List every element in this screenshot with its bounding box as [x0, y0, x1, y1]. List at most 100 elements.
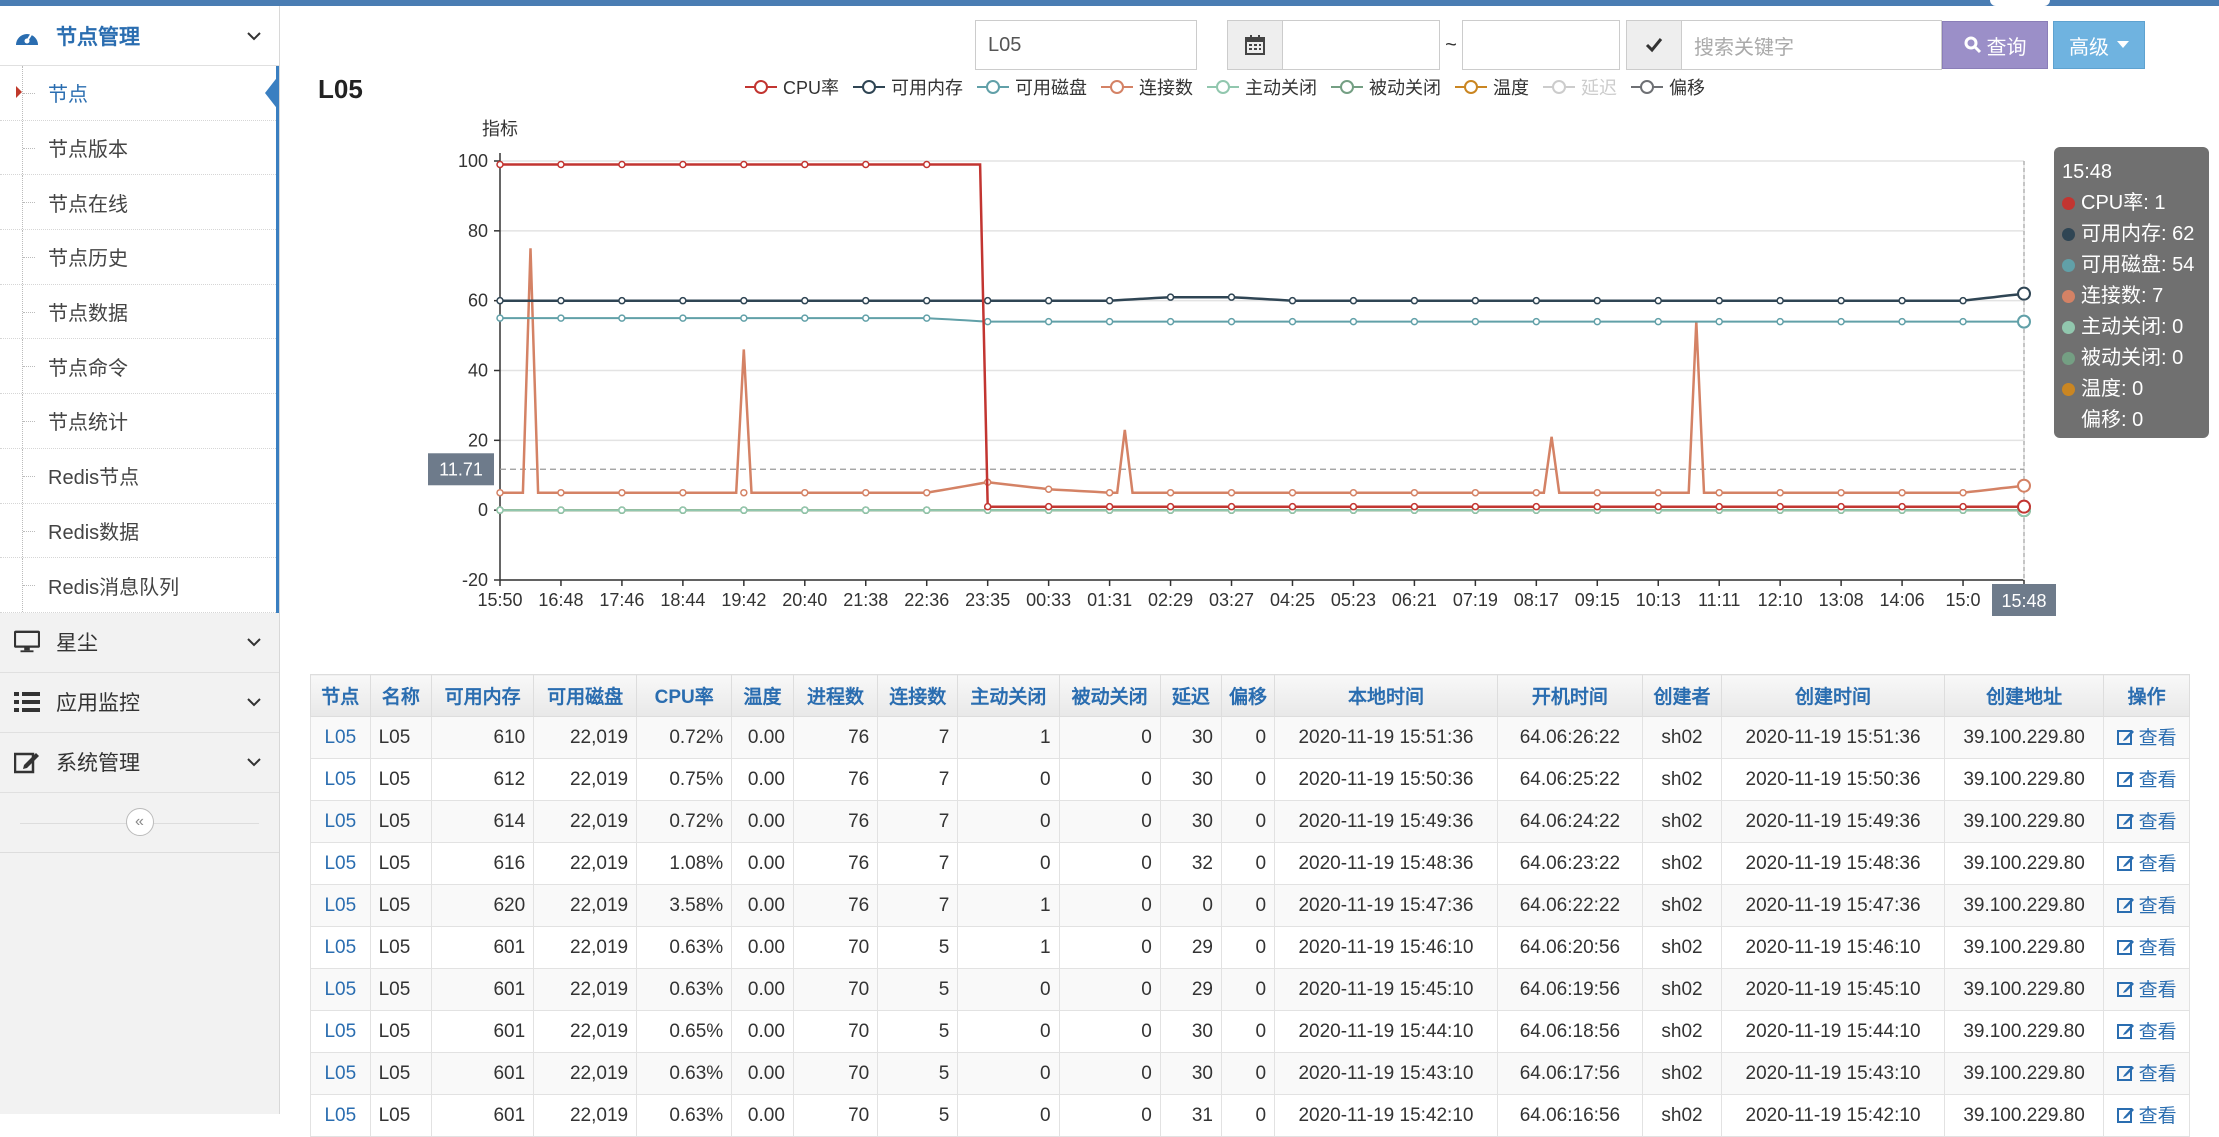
node-link[interactable]: L05	[310, 758, 371, 801]
column-header[interactable]: 操作	[2103, 674, 2190, 717]
node-link[interactable]: L05	[310, 800, 371, 843]
column-header[interactable]: 创建地址	[1943, 674, 2105, 717]
end-date-input[interactable]	[1462, 20, 1620, 70]
series-point-mem	[1288, 296, 1297, 305]
column-header[interactable]: 被动关闭	[1058, 674, 1161, 717]
query-button[interactable]: 查询	[1942, 21, 2048, 69]
column-header[interactable]: 创建者	[1641, 674, 1723, 717]
legend-item-offset[interactable]: 偏移	[1631, 74, 1705, 100]
sidebar-item-node-history[interactable]: 节点历史	[0, 230, 276, 285]
node-link[interactable]: L05	[310, 842, 371, 885]
column-header[interactable]: 创建时间	[1721, 674, 1945, 717]
sidebar-item-redis-node[interactable]: Redis节点	[0, 448, 276, 504]
table-cell: 39.100.229.80	[1943, 842, 2105, 885]
view-link[interactable]: 查看	[2116, 807, 2177, 834]
node-link[interactable]: L05	[310, 1010, 371, 1053]
column-header[interactable]: 延迟	[1159, 674, 1222, 717]
column-header[interactable]: 进程数	[792, 674, 879, 717]
calendar-icon[interactable]	[1227, 20, 1283, 70]
sidebar-item-node-stats[interactable]: 节点统计	[0, 394, 276, 449]
advanced-button[interactable]: 高级	[2053, 21, 2145, 69]
table-cell: 5	[877, 1094, 959, 1137]
series-point-conn	[1044, 485, 1053, 493]
series-point-conn	[1898, 488, 1906, 497]
sidebar-item-redis-queue[interactable]: Redis消息队列	[0, 558, 276, 613]
legend-item-delay[interactable]: 延迟	[1543, 74, 1617, 100]
tooltip-row: 温度: 0	[2062, 374, 2201, 405]
legend-item-mem[interactable]: 可用内存	[853, 74, 963, 100]
view-link[interactable]: 查看	[2116, 1101, 2177, 1128]
legend-item-active_close[interactable]: 主动关闭	[1207, 74, 1317, 100]
menu-group-app-monitor[interactable]: 应用监控	[0, 673, 279, 733]
table-cell: 620	[431, 884, 535, 927]
y-tick-label: 60	[468, 291, 488, 311]
column-header[interactable]: 开机时间	[1496, 674, 1643, 717]
view-link[interactable]: 查看	[2116, 723, 2177, 750]
sidebar-item-redis-data[interactable]: Redis数据	[0, 503, 276, 559]
sidebar-item-label: 节点在线	[48, 193, 128, 216]
column-header[interactable]: 可用内存	[431, 674, 535, 717]
table-cell: 29	[1159, 926, 1222, 969]
table-row: L05 L05 620 22,019 3.58% 0.00 76 7 1 0 0 0 2020-11-1…	[310, 884, 2190, 927]
series-point-mem	[1776, 296, 1784, 305]
sidebar-item-node[interactable]: 节点	[0, 66, 279, 121]
start-date-input[interactable]	[1283, 20, 1440, 70]
search-input[interactable]: 搜索关键字	[1682, 20, 1942, 70]
node-link[interactable]: L05	[310, 716, 371, 759]
y-tick-label: 80	[468, 221, 488, 241]
series-point-cpu	[557, 160, 565, 169]
series-point-cpu	[1898, 502, 1906, 511]
table-cell: sh02	[1641, 926, 1723, 969]
sidebar-item-node-data[interactable]: 节点数据	[0, 284, 276, 340]
legend-item-disk[interactable]: 可用磁盘	[977, 74, 1087, 100]
view-link[interactable]: 查看	[2116, 933, 2177, 960]
sidebar-item-node-command[interactable]: 节点命令	[0, 339, 276, 395]
series-point-disk	[1105, 317, 1114, 326]
edit-icon	[2116, 981, 2134, 997]
column-header[interactable]: 连接数	[877, 674, 959, 717]
table-cell: 22,019	[533, 842, 638, 885]
column-header[interactable]: 可用磁盘	[533, 674, 638, 717]
checkmark-icon[interactable]	[1626, 20, 1682, 70]
column-header[interactable]: 名称	[369, 674, 433, 717]
column-header[interactable]: 主动关闭	[957, 674, 1060, 717]
series-point-disk	[496, 314, 504, 322]
node-link[interactable]: L05	[310, 884, 371, 927]
menu-group-stardust[interactable]: 星尘	[0, 613, 279, 673]
sidebar: 节点管理 节点 节点版本 节点在线 节点历史 节点数据 节点命令 节点统计 Re…	[0, 6, 280, 1114]
menu-group-node-management[interactable]: 节点管理	[0, 6, 279, 66]
view-link[interactable]: 查看	[2116, 849, 2177, 876]
column-header[interactable]: CPU率	[636, 674, 733, 717]
node-link[interactable]: L05	[310, 1052, 371, 1095]
legend-item-passive_close[interactable]: 被动关闭	[1331, 74, 1441, 100]
column-header[interactable]: 本地时间	[1274, 674, 1498, 717]
table-cell: 0	[1058, 968, 1161, 1011]
table-cell: 3.58%	[636, 884, 733, 927]
legend-item-temp[interactable]: 温度	[1455, 74, 1529, 100]
view-link[interactable]: 查看	[2116, 1017, 2177, 1044]
table-cell: 0.00	[731, 884, 794, 927]
node-link[interactable]: L05	[310, 1094, 371, 1137]
view-link[interactable]: 查看	[2116, 1059, 2177, 1086]
column-header[interactable]: 偏移	[1220, 674, 1276, 717]
sidebar-item-node-version[interactable]: 节点版本	[0, 120, 276, 176]
collapse-sidebar-button[interactable]: «	[125, 808, 154, 837]
view-link[interactable]: 查看	[2116, 891, 2177, 918]
view-link[interactable]: 查看	[2116, 765, 2177, 792]
legend-item-conn[interactable]: 连接数	[1101, 74, 1193, 100]
sidebar-item-node-online[interactable]: 节点在线	[0, 175, 276, 231]
series-point-disk	[1471, 317, 1480, 326]
series-point-cpu	[1166, 502, 1175, 511]
node-link[interactable]: L05	[310, 968, 371, 1011]
submenu-node-management: 节点 节点版本 节点在线 节点历史 节点数据 节点命令 节点统计 Redis节点…	[0, 66, 279, 613]
edit-icon	[2116, 939, 2134, 955]
view-link[interactable]: 查看	[2116, 975, 2177, 1002]
legend-item-cpu[interactable]: CPU率	[745, 74, 839, 100]
series-point-mem	[1410, 296, 1419, 305]
menu-group-system-management[interactable]: 系统管理	[0, 733, 279, 793]
node-input[interactable]: L05	[975, 20, 1197, 70]
table-cell: 0	[1058, 926, 1161, 969]
column-header[interactable]: 节点	[310, 674, 371, 717]
column-header[interactable]: 温度	[731, 674, 794, 717]
node-link[interactable]: L05	[310, 926, 371, 969]
